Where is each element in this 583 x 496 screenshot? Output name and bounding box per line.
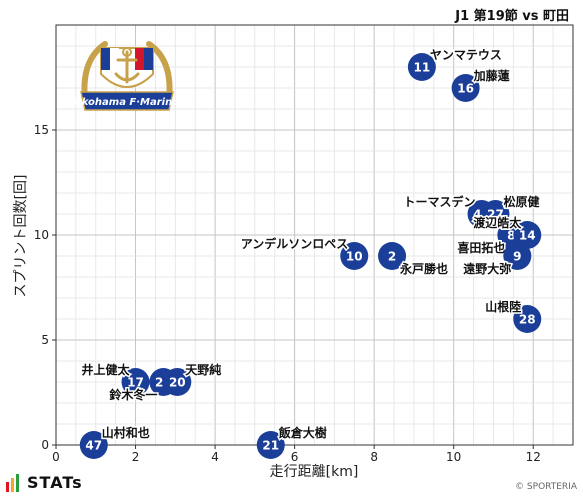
x-tick-label: 12 (526, 450, 541, 464)
data-points: 11ヤンマテウス16加藤蓮44トーマスデン27松原健8喜田拓也14渡辺皓太9遠野… (79, 47, 542, 459)
axes: 0 2 4 6 8 10 12 0 5 10 15 (34, 24, 574, 464)
player-marker (503, 242, 532, 270)
player-name: 鈴木冬一 (109, 387, 157, 402)
player-number: 9 (513, 250, 521, 264)
player-name: 山根陸 (485, 299, 521, 314)
player-name: 永戸勝也 (399, 261, 448, 276)
x-tick-label: 8 (370, 450, 378, 464)
player-number: 17 (127, 376, 144, 390)
player-marker (451, 74, 480, 102)
y-tick-label: 15 (34, 123, 49, 137)
player-number: 20 (169, 376, 186, 390)
player-marker (256, 431, 285, 459)
team-logo: Yokohama F·Marinos (69, 41, 185, 111)
player-number: 14 (519, 229, 536, 243)
player-marker (407, 53, 436, 81)
brand-bar (11, 477, 14, 492)
player-marker (340, 242, 369, 270)
player-number: 47 (85, 439, 102, 453)
player-name: トーマスデン (404, 194, 476, 209)
chart-title: J1 第19節 vs 町田 (455, 9, 569, 24)
x-tick-label: 10 (446, 450, 461, 464)
player-name: 喜田拓也 (457, 240, 505, 255)
x-axis-label: 走行距離[km] (270, 463, 359, 480)
player-name: 山村和也 (102, 425, 150, 440)
player-number: 11 (414, 61, 431, 75)
anchor-ring-icon (122, 47, 132, 57)
copyright-credit: © SPORTERIA (515, 482, 577, 492)
brand-bar (6, 481, 9, 492)
player-name: 松原健 (503, 194, 540, 209)
crest-stripe (101, 48, 110, 70)
player-number: 2 (388, 250, 396, 264)
player-marker (378, 242, 407, 270)
y-axis-label: スプリント回数[回] (13, 175, 29, 298)
player-name: 渡辺皓太 (473, 215, 522, 230)
player-name: 遠野大弥 (463, 261, 511, 276)
player-number: 8 (507, 229, 515, 243)
player-number: 27 (487, 208, 504, 222)
y-tick-label: 5 (41, 333, 49, 347)
player-marker (481, 200, 510, 228)
crest-stripe (144, 48, 153, 70)
player-name: 井上健太 (82, 362, 131, 377)
x-tick-label: 0 (52, 450, 60, 464)
player-number: 10 (346, 250, 363, 264)
player-name: ヤンマテウス (430, 48, 502, 62)
player-name: 飯倉大樹 (278, 425, 327, 440)
player-number: 21 (262, 439, 279, 453)
player-marker (513, 221, 542, 249)
player-number: 28 (519, 313, 536, 327)
logo-text: Yokohama F·Marinos (69, 97, 185, 108)
player-marker (163, 368, 192, 396)
player-name: 天野純 (185, 362, 221, 377)
player-marker (121, 368, 150, 396)
player-name: 加藤蓮 (473, 68, 510, 83)
logo-banner (80, 91, 174, 111)
x-tick-label: 6 (291, 450, 299, 464)
stats-bars-icon (6, 473, 21, 492)
player-name: アンデルソンロペス (241, 236, 349, 251)
y-tick-label: 10 (34, 228, 49, 242)
player-marker (79, 431, 108, 459)
stats-brand: STATs (6, 473, 83, 492)
x-tick-label: 4 (211, 450, 219, 464)
y-tick-label: 0 (41, 438, 49, 452)
brand-name: STATs (27, 473, 83, 492)
player-marker (513, 305, 542, 333)
crest-stripe (110, 48, 119, 70)
brand-bar (16, 473, 19, 492)
crest-stripe (135, 48, 144, 70)
player-number: 16 (457, 82, 474, 96)
x-tick-label: 2 (132, 450, 140, 464)
